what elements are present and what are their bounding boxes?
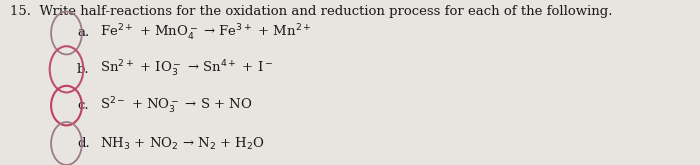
Text: 15.  Write half-reactions for the oxidation and reduction process for each of th: 15. Write half-reactions for the oxidati… (10, 5, 613, 18)
Text: d.: d. (77, 137, 90, 150)
Text: Sn$^{2+}$ + IO$_3^-$ → Sn$^{4+}$ + I$^-$: Sn$^{2+}$ + IO$_3^-$ → Sn$^{4+}$ + I$^-$ (100, 59, 273, 79)
Text: a.: a. (77, 27, 90, 39)
Text: NH$_3$ + NO$_2$ → N$_2$ + H$_2$O: NH$_3$ + NO$_2$ → N$_2$ + H$_2$O (100, 135, 265, 152)
Text: Fe$^{2+}$ + MnO$_4^-$ → Fe$^{3+}$ + Mn$^{2+}$: Fe$^{2+}$ + MnO$_4^-$ → Fe$^{3+}$ + Mn$^… (100, 23, 312, 43)
Text: b.: b. (77, 63, 90, 76)
Text: c.: c. (77, 99, 89, 112)
Text: S$^{2-}$ + NO$_3^-$ → S + NO: S$^{2-}$ + NO$_3^-$ → S + NO (100, 96, 253, 116)
